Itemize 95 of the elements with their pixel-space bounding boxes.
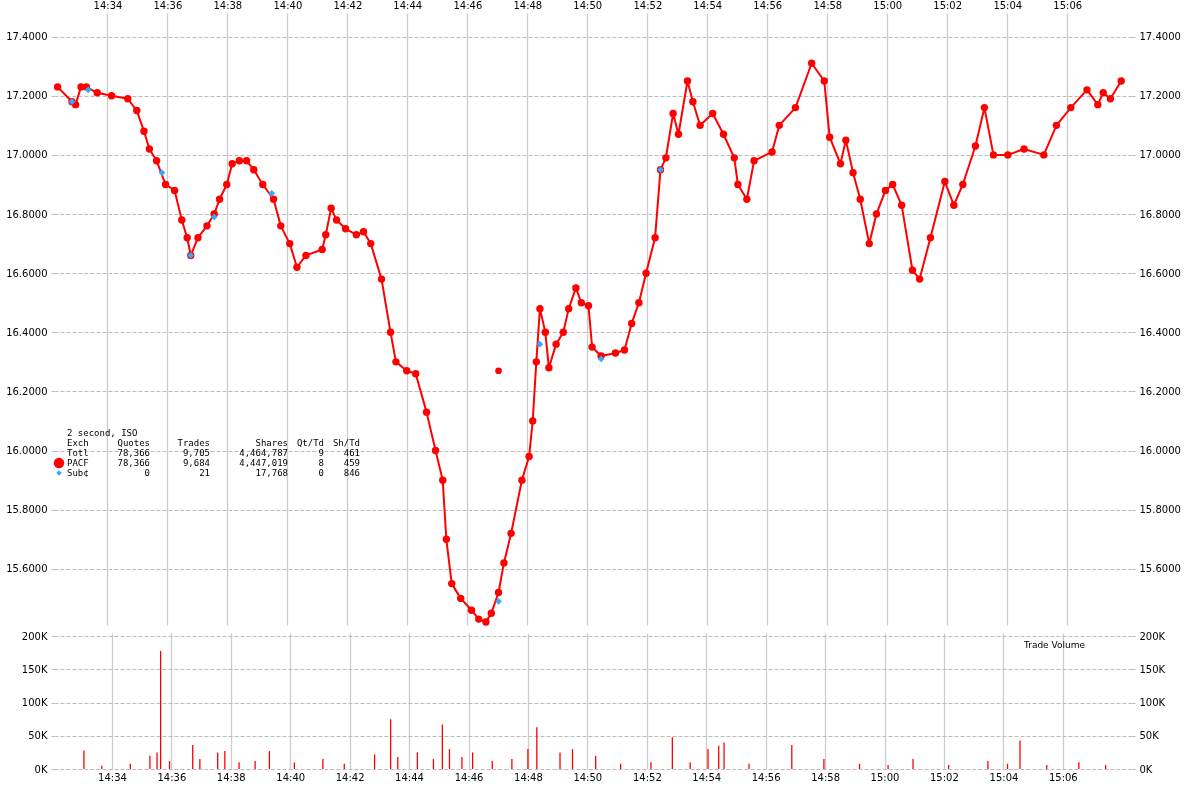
- y-tick-label: 17.2000: [6, 90, 48, 102]
- y-tick-label: 17.0000: [6, 149, 48, 161]
- x-tick-label: 14:54: [692, 771, 722, 783]
- annotation: 0: [318, 468, 324, 478]
- annotation: Trade Volume: [1023, 640, 1086, 650]
- annotation: Totl: [67, 448, 89, 458]
- x-tick-label: 14:56: [753, 0, 783, 11]
- y2-tick-label: 17.4000: [1139, 31, 1181, 43]
- x-tick-label: 14:52: [633, 0, 663, 11]
- annotation: Exch: [67, 438, 89, 448]
- point: [495, 367, 502, 375]
- x-tick-label: 15:00: [873, 0, 903, 11]
- y-tick-label: 17.4000: [6, 31, 48, 43]
- annotation: 8: [318, 458, 324, 468]
- x-tick-label: 14:48: [514, 771, 543, 783]
- x-tick-label: 15:04: [989, 771, 1019, 783]
- y2-tick-label: 17.2000: [1139, 90, 1181, 102]
- annotation: Trades: [177, 438, 210, 448]
- x-tick-label: 14:36: [157, 771, 187, 783]
- x-tick-label: 14:44: [395, 771, 424, 783]
- y2-tick-label: 15.6000: [1139, 563, 1181, 575]
- y2-tick-label: 50K: [1139, 730, 1160, 742]
- x-tick-label: 14:58: [811, 771, 841, 783]
- y2-tick-label: 0K: [1139, 763, 1153, 775]
- x-tick-label: 14:48: [513, 0, 543, 11]
- y2-tick-label: 17.0000: [1139, 149, 1181, 161]
- x-tick-label: 15:00: [870, 771, 900, 783]
- x-tick-label: 14:42: [333, 0, 363, 11]
- annotation: 9: [318, 448, 324, 458]
- annotation: Qt/Td: [296, 438, 324, 448]
- legend-label: Sub¢: [67, 468, 89, 478]
- x-tick-label: 14:40: [273, 0, 303, 11]
- y2-tick-label: 16.4000: [1139, 326, 1181, 338]
- y2-tick-label: 16.6000: [1139, 267, 1181, 279]
- x-tick-label: 14:46: [453, 0, 483, 11]
- x-tick-label: 14:54: [693, 0, 723, 11]
- annotation: 21: [199, 468, 210, 478]
- y-tick-label: 16.8000: [6, 208, 48, 220]
- y-tick-label: 50K: [28, 730, 48, 742]
- x-tick-label: 14:40: [276, 771, 306, 783]
- x-tick-label: 14:34: [93, 0, 123, 11]
- x-tick-label: 14:56: [751, 771, 781, 783]
- x-tick-label: 15:06: [1053, 0, 1083, 11]
- x-tick-label: 14:50: [573, 0, 603, 11]
- x-tick-label: 15:02: [933, 0, 963, 11]
- y2-tick-label: 100K: [1139, 697, 1166, 709]
- point: [536, 340, 544, 348]
- annotation: 17,768: [255, 468, 288, 478]
- y2-tick-label: 150K: [1139, 663, 1166, 675]
- annotation: 4,447,019: [239, 458, 288, 468]
- x-tick-label: 14:38: [213, 0, 243, 11]
- legend-label: PACF: [67, 458, 89, 468]
- x-tick-label: 14:44: [393, 0, 423, 11]
- y2-tick-label: 16.0000: [1139, 445, 1181, 457]
- x-tick-label: 14:52: [632, 771, 662, 783]
- annotation: 9,705: [182, 448, 210, 458]
- y-tick-label: 0K: [34, 763, 48, 775]
- point: [268, 189, 276, 197]
- y-tick-label: 15.6000: [6, 563, 48, 575]
- y-tick-label: 100K: [21, 697, 48, 709]
- y-tick-label: 16.0000: [6, 445, 48, 457]
- point: [158, 169, 166, 177]
- point: [495, 597, 502, 605]
- x-tick-label: 14:36: [153, 0, 183, 11]
- annotation: Sh/Td: [332, 438, 360, 448]
- x-tick-label: 15:02: [929, 771, 959, 783]
- y2-tick-label: 16.2000: [1139, 385, 1181, 397]
- annotation: 78,366: [117, 458, 150, 468]
- x-tick-label: 14:50: [573, 771, 603, 783]
- y-tick-label: 16.6000: [6, 267, 48, 279]
- annotation: 0: [144, 468, 150, 478]
- y2-tick-label: 200K: [1139, 630, 1166, 642]
- annotation: 461: [343, 448, 360, 458]
- x-tick-label: 14:42: [335, 771, 365, 783]
- x-tick-label: 14:58: [813, 0, 843, 11]
- x-tick-label: 14:34: [98, 771, 127, 783]
- annotation: 4,464,787: [239, 448, 288, 458]
- x-tick-label: 15:06: [1048, 771, 1078, 783]
- annotation: 9,684: [182, 458, 210, 468]
- y-tick-label: 16.2000: [6, 385, 48, 397]
- x-tick-label: 15:04: [993, 0, 1023, 11]
- y-tick-label: 15.8000: [6, 504, 48, 516]
- annotation: 846: [343, 468, 360, 478]
- annotation: Quotes: [117, 438, 150, 448]
- y2-tick-label: 15.8000: [1139, 504, 1181, 516]
- y-tick-label: 200K: [21, 630, 48, 642]
- y2-tick-label: 16.8000: [1139, 208, 1181, 220]
- annotation: 459: [343, 458, 360, 468]
- x-tick-label: 14:38: [216, 771, 246, 783]
- annotation: 2 second, ISO: [67, 428, 138, 438]
- x-tick-label: 14:46: [454, 771, 484, 783]
- y-tick-label: 150K: [21, 663, 48, 675]
- annotation: Shares: [255, 438, 288, 448]
- y-tick-label: 16.4000: [6, 326, 48, 338]
- annotation: 78,366: [117, 448, 150, 458]
